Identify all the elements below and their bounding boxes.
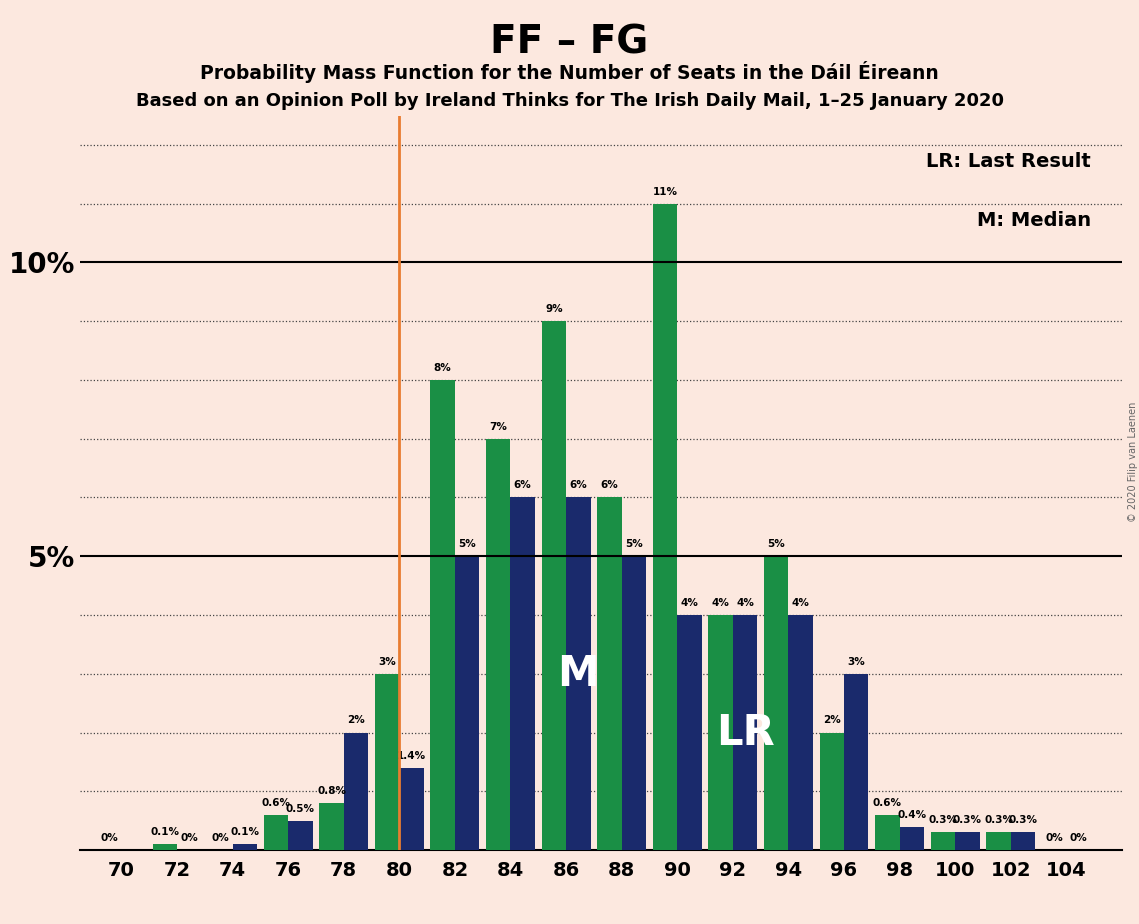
Text: 2%: 2% [347, 715, 364, 725]
Text: 0%: 0% [212, 833, 229, 843]
Bar [931, 833, 956, 850]
Text: 0.3%: 0.3% [984, 815, 1013, 825]
Bar [264, 815, 288, 850]
Text: 4%: 4% [712, 598, 730, 608]
Text: 4%: 4% [792, 598, 810, 608]
Text: 11%: 11% [653, 187, 678, 197]
Bar [400, 768, 424, 850]
Bar [956, 833, 980, 850]
Text: 9%: 9% [546, 304, 563, 314]
Text: 0.6%: 0.6% [872, 797, 902, 808]
Text: 0.1%: 0.1% [230, 827, 260, 837]
Text: 3%: 3% [847, 657, 866, 667]
Text: 4%: 4% [680, 598, 698, 608]
Text: 5%: 5% [625, 540, 642, 549]
Bar [431, 380, 454, 850]
Text: M: Median: M: Median [976, 211, 1091, 230]
Bar [1010, 833, 1035, 850]
Text: © 2020 Filip van Laenen: © 2020 Filip van Laenen [1129, 402, 1138, 522]
Text: Probability Mass Function for the Number of Seats in the Dáil Éireann: Probability Mass Function for the Number… [200, 61, 939, 83]
Bar [622, 556, 646, 850]
Text: 1.4%: 1.4% [398, 751, 426, 760]
Text: 0.8%: 0.8% [317, 786, 346, 796]
Bar [454, 556, 480, 850]
Text: 0.3%: 0.3% [928, 815, 958, 825]
Text: LR: LR [715, 711, 775, 754]
Text: M: M [558, 652, 599, 695]
Bar [732, 615, 757, 850]
Bar [653, 203, 678, 850]
Bar [875, 815, 900, 850]
Text: LR: Last Result: LR: Last Result [926, 152, 1091, 171]
Text: 2%: 2% [822, 715, 841, 725]
Text: Based on an Opinion Poll by Ireland Thinks for The Irish Daily Mail, 1–25 Januar: Based on an Opinion Poll by Ireland Thin… [136, 92, 1003, 110]
Text: 0.3%: 0.3% [953, 815, 982, 825]
Bar [788, 615, 813, 850]
Text: 0.3%: 0.3% [1008, 815, 1038, 825]
Bar [510, 497, 535, 850]
Bar [288, 821, 312, 850]
Text: FF – FG: FF – FG [491, 23, 648, 61]
Text: 8%: 8% [434, 363, 451, 373]
Text: 0.1%: 0.1% [150, 827, 179, 837]
Text: 6%: 6% [514, 480, 532, 491]
Bar [986, 833, 1010, 850]
Bar [319, 803, 344, 850]
Text: 0%: 0% [1070, 833, 1088, 843]
Text: 5%: 5% [458, 540, 476, 549]
Text: 0.4%: 0.4% [898, 809, 926, 820]
Text: 0.6%: 0.6% [262, 797, 290, 808]
Bar [153, 845, 177, 850]
Bar [678, 615, 702, 850]
Bar [486, 439, 510, 850]
Text: 6%: 6% [570, 480, 588, 491]
Bar [820, 733, 844, 850]
Text: 7%: 7% [490, 421, 507, 432]
Bar [764, 556, 788, 850]
Text: 0%: 0% [180, 833, 198, 843]
Bar [900, 827, 924, 850]
Text: 5%: 5% [768, 540, 785, 549]
Bar [232, 845, 257, 850]
Text: 0.5%: 0.5% [286, 804, 314, 814]
Bar [344, 733, 368, 850]
Bar [566, 497, 590, 850]
Text: 3%: 3% [378, 657, 396, 667]
Text: 0%: 0% [100, 833, 118, 843]
Bar [844, 674, 868, 850]
Bar [542, 322, 566, 850]
Bar [708, 615, 732, 850]
Text: 6%: 6% [600, 480, 618, 491]
Bar [597, 497, 622, 850]
Text: 4%: 4% [736, 598, 754, 608]
Text: 0%: 0% [1046, 833, 1063, 843]
Bar [375, 674, 400, 850]
